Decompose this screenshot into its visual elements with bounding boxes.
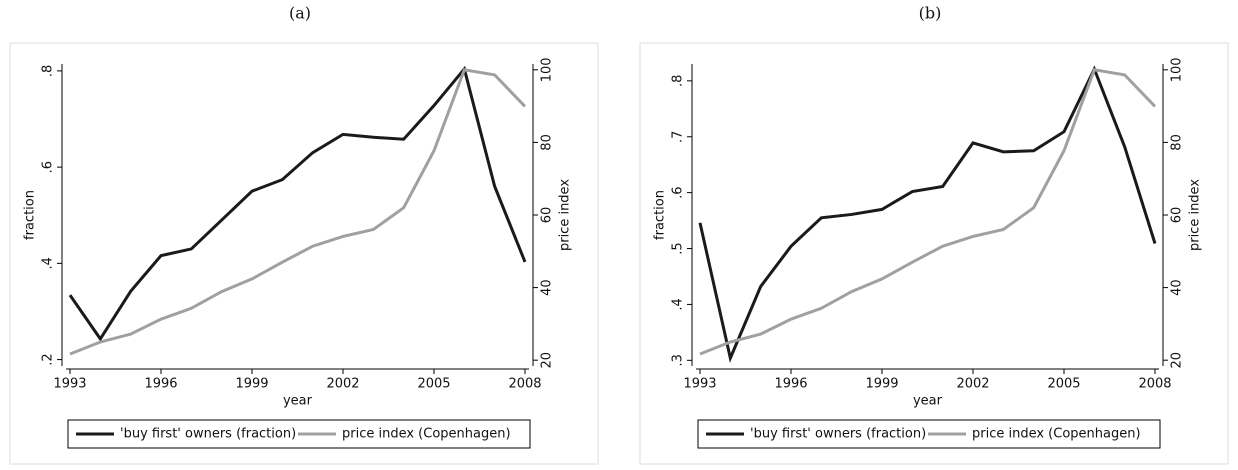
- y2-tick-label: 80: [1170, 134, 1185, 151]
- x-tick-label: 1993: [53, 377, 86, 392]
- y2-axis-label: price index: [558, 179, 573, 251]
- legend-label: price index (Copenhagen): [972, 427, 1141, 442]
- y-tick-label: .4: [41, 257, 56, 269]
- series-line: [69, 68, 527, 356]
- legend-label: price index (Copenhagen): [342, 427, 511, 442]
- x-axis-label: year: [283, 394, 313, 409]
- series-line: [68, 65, 527, 342]
- y-axis-label: fraction: [23, 190, 38, 240]
- x-tick-label: 2005: [417, 377, 450, 392]
- y-tick-label: .5: [671, 242, 686, 254]
- series-line: [698, 65, 1157, 363]
- x-tick-label: 2002: [956, 377, 989, 392]
- legend-label: 'buy first' owners (fraction): [750, 427, 926, 442]
- y2-tick-label: 40: [1170, 279, 1185, 296]
- x-tick-label: 2002: [326, 377, 359, 392]
- y2-tick-label: 100: [1170, 57, 1185, 82]
- y-tick-label: .3: [671, 354, 686, 366]
- y2-axis-label: price index: [1188, 179, 1203, 251]
- series-line: [699, 68, 1157, 356]
- x-tick-label: 1996: [144, 377, 177, 392]
- x-tick-label: 2008: [1138, 377, 1171, 392]
- y-tick-label: .8: [671, 75, 686, 87]
- x-tick-label: 1999: [235, 377, 268, 392]
- y-tick-label: .4: [671, 298, 686, 310]
- y2-tick-label: 80: [540, 134, 555, 151]
- x-axis-label: year: [913, 394, 943, 409]
- x-tick-label: 2005: [1047, 377, 1080, 392]
- y2-tick-label: 40: [540, 279, 555, 296]
- chart-title: (a): [289, 4, 311, 23]
- panel-frame: [639, 42, 1229, 465]
- y2-tick-label: 60: [1170, 207, 1185, 224]
- y2-tick-label: 20: [1170, 352, 1185, 369]
- x-tick-label: 1999: [865, 377, 898, 392]
- y-tick-label: .2: [41, 353, 56, 365]
- y2-tick-label: 100: [540, 57, 555, 82]
- x-tick-label: 1993: [683, 377, 716, 392]
- x-tick-label: 2008: [508, 377, 541, 392]
- legend-label: 'buy first' owners (fraction): [120, 427, 296, 442]
- panel-frame: [9, 42, 599, 465]
- x-tick-label: 1996: [774, 377, 807, 392]
- y2-tick-label: 20: [540, 352, 555, 369]
- y2-tick-label: 60: [540, 207, 555, 224]
- y-tick-label: .7: [671, 131, 686, 143]
- y-axis-label: fraction: [653, 190, 668, 240]
- y-tick-label: .8: [41, 65, 56, 77]
- y-tick-label: .6: [671, 186, 686, 198]
- y-tick-label: .6: [41, 161, 56, 173]
- chart-title: (b): [919, 4, 942, 23]
